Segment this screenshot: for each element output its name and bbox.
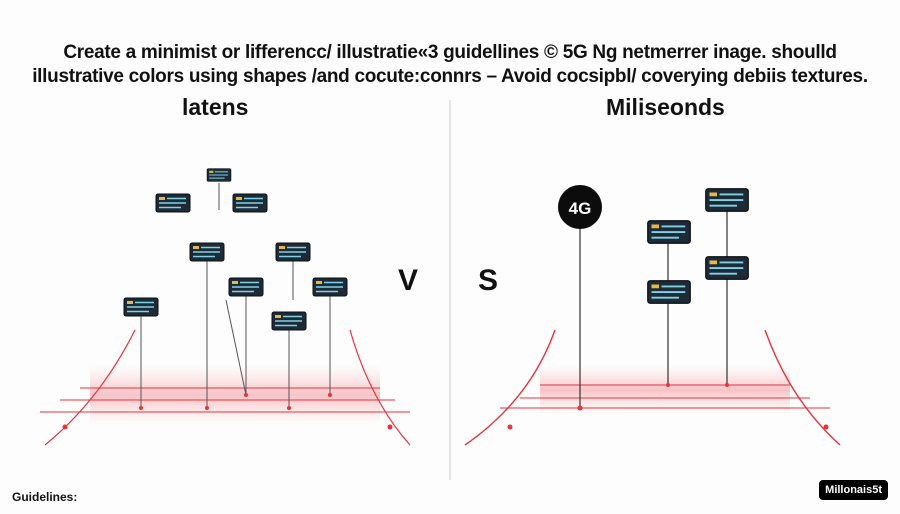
device-icon (228, 277, 264, 297)
device-icon (123, 297, 159, 317)
right-panel-title: Miliseonds (606, 94, 725, 120)
left-devices (123, 168, 348, 331)
device-icon (155, 193, 191, 213)
header-line-1: Create a minimist or lifferencc/ illustr… (63, 42, 837, 63)
device-icon (189, 242, 225, 262)
versus-s: S (478, 264, 499, 297)
4g-node (558, 185, 602, 229)
device-icon (646, 279, 692, 305)
left-panel-title: latens (182, 94, 249, 120)
footer-badge: Millonais5t (819, 480, 888, 500)
device-icon (704, 255, 750, 281)
device-icon (704, 187, 750, 213)
device-icon (271, 311, 307, 331)
device-icon (275, 242, 311, 262)
device-icon (206, 168, 232, 182)
4g-label: 4G (569, 199, 592, 218)
right-floor (464, 329, 841, 446)
device-icon (646, 219, 692, 245)
left-stems (140, 183, 331, 408)
right-stems (579, 210, 728, 408)
device-icon (232, 193, 268, 213)
versus-v: V (398, 264, 419, 297)
device-icon (312, 277, 348, 297)
header-line-2: illustrative colors using shapes /and co… (32, 66, 868, 87)
left-floor (40, 329, 411, 446)
right-devices (646, 187, 750, 305)
footer-label: Guidelines: (12, 490, 78, 504)
